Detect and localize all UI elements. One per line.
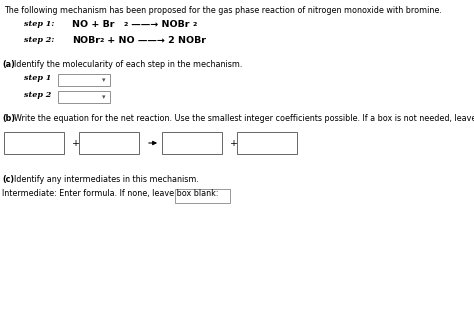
Text: NOBr: NOBr bbox=[72, 36, 100, 45]
Text: step 1: step 1 bbox=[24, 74, 51, 82]
Text: step 2:: step 2: bbox=[24, 36, 55, 44]
Bar bbox=[79, 132, 139, 154]
Text: (b): (b) bbox=[2, 114, 15, 123]
Text: + NO ——→ 2 NOBr: + NO ——→ 2 NOBr bbox=[104, 36, 206, 45]
Text: step 1:: step 1: bbox=[24, 20, 55, 28]
Text: 2: 2 bbox=[100, 39, 104, 44]
Text: Intermediate: Enter formula. If none, leave box blank:: Intermediate: Enter formula. If none, le… bbox=[2, 189, 219, 198]
Text: ▾: ▾ bbox=[102, 94, 106, 100]
Text: Identify the molecularity of each step in the mechanism.: Identify the molecularity of each step i… bbox=[14, 60, 242, 69]
Text: ——→ NOBr: ——→ NOBr bbox=[128, 20, 190, 29]
Text: +: + bbox=[72, 138, 80, 147]
Text: (a): (a) bbox=[2, 60, 15, 69]
Bar bbox=[162, 132, 222, 154]
Bar bbox=[4, 132, 64, 154]
Text: Write the equation for the net reaction. Use the smallest integer coefficients p: Write the equation for the net reaction.… bbox=[14, 114, 474, 123]
Bar bbox=[58, 74, 110, 86]
Text: 2: 2 bbox=[124, 23, 128, 28]
Bar bbox=[58, 91, 110, 103]
Text: The following mechanism has been proposed for the gas phase reaction of nitrogen: The following mechanism has been propose… bbox=[4, 6, 442, 15]
Text: Identify any intermediates in this mechanism.: Identify any intermediates in this mecha… bbox=[14, 175, 199, 184]
Text: step 2: step 2 bbox=[24, 91, 51, 99]
Bar bbox=[175, 189, 230, 203]
Text: NO + Br: NO + Br bbox=[72, 20, 115, 29]
Text: +: + bbox=[230, 138, 238, 147]
Text: ▾: ▾ bbox=[102, 77, 106, 83]
Bar bbox=[237, 132, 297, 154]
Text: 2: 2 bbox=[193, 23, 197, 28]
Text: (c): (c) bbox=[2, 175, 14, 184]
